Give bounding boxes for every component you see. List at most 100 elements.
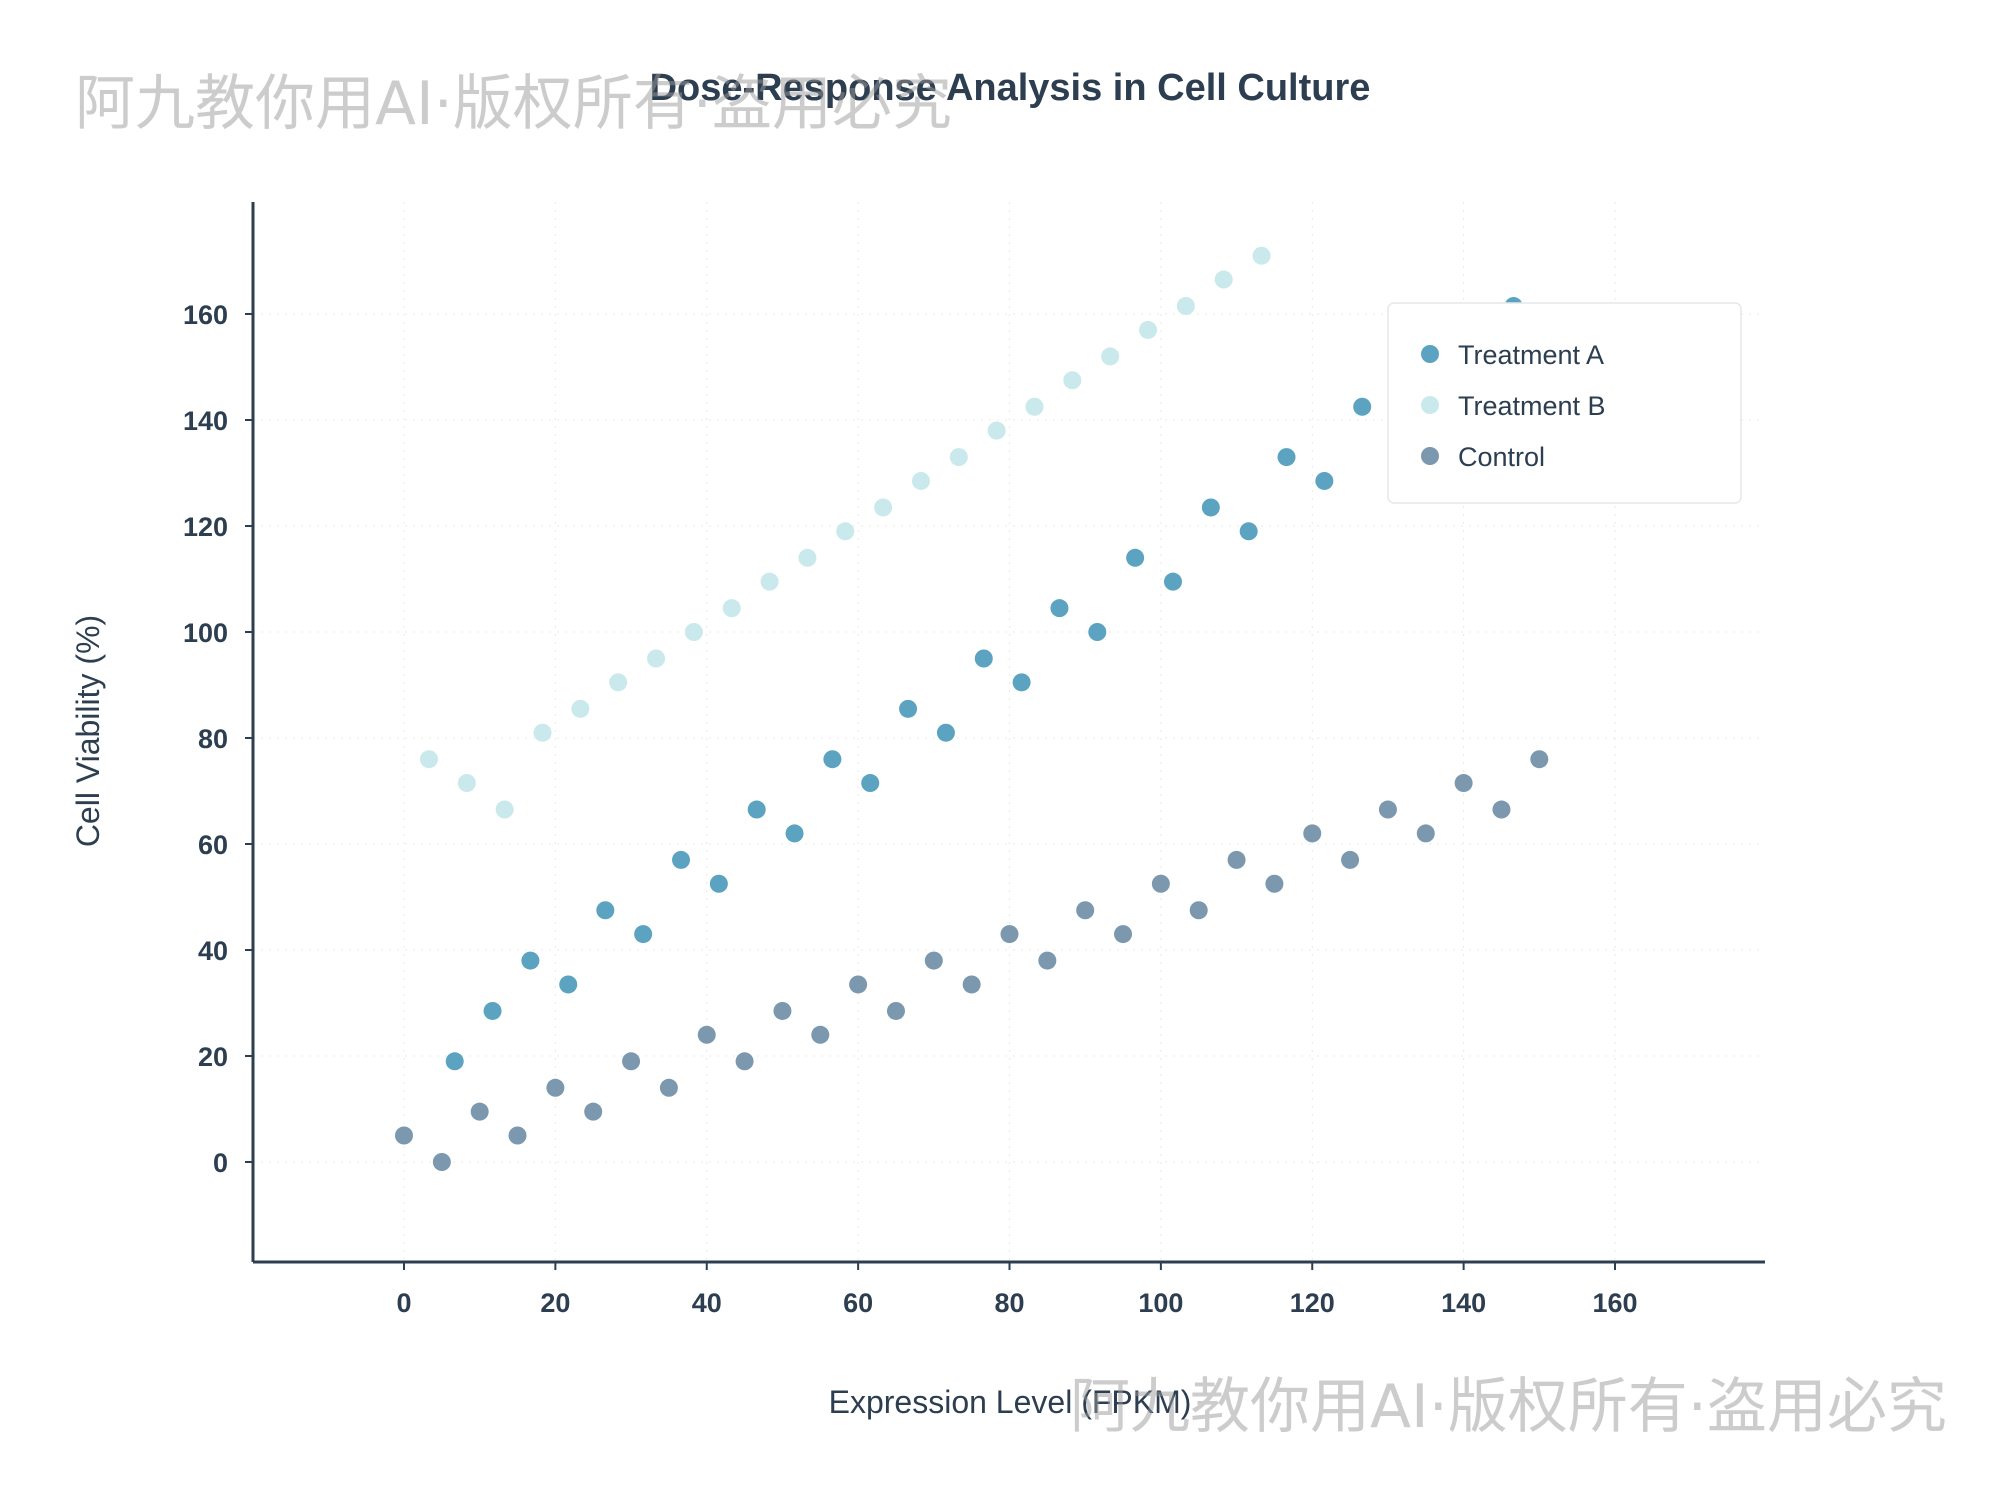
point-control [1416,824,1435,843]
point-treatment-a [785,824,804,843]
point-control [849,975,868,994]
y-tick-label: 120 [183,512,228,542]
point-treatment-b [571,699,590,718]
point-treatment-a [1201,498,1220,517]
point-treatment-a [1012,673,1031,692]
point-treatment-a [1315,471,1334,490]
x-tick-label: 20 [540,1288,570,1318]
point-control [432,1153,451,1171]
point-treatment-a [1277,448,1296,467]
point-control [1227,850,1246,869]
point-control [1265,874,1284,893]
point-control [697,1025,716,1044]
point-treatment-b [949,448,968,467]
x-tick-label: 160 [1592,1288,1637,1318]
point-treatment-b [798,548,817,567]
point-treatment-a [861,774,880,793]
point-treatment-a [899,699,918,718]
point-treatment-b [911,471,930,490]
point-control [1378,800,1397,819]
point-control [1114,925,1133,944]
point-treatment-a [1163,572,1182,591]
point-control [659,1078,678,1097]
point-control [811,1025,830,1044]
legend-marker-control [1421,447,1439,465]
point-treatment-a [823,750,842,769]
y-tick-label: 0 [213,1148,228,1178]
point-treatment-b [684,623,703,641]
point-treatment-a [1239,522,1258,541]
x-tick-label: 120 [1290,1288,1335,1318]
y-tick-label: 40 [198,936,228,966]
legend-marker-treatment-a [1421,345,1439,363]
x-tick-label: 140 [1441,1288,1486,1318]
point-treatment-b [1214,270,1233,289]
point-treatment-b [836,522,855,541]
point-control [1530,750,1549,769]
point-treatment-a [747,800,766,819]
point-treatment-b [495,800,514,819]
point-treatment-b [722,599,741,618]
point-control [924,951,943,970]
point-treatment-b [1252,246,1271,265]
point-control [886,1001,905,1020]
point-treatment-a [672,850,691,869]
y-tick-label: 140 [183,406,228,436]
point-treatment-a [559,975,578,994]
point-control [1076,901,1095,920]
point-treatment-b [533,723,552,742]
point-treatment-b [874,498,893,517]
point-control [470,1102,489,1121]
x-tick-label: 60 [843,1288,873,1318]
point-treatment-b [647,649,666,668]
chart-title: Dose-Response Analysis in Cell Culture [650,67,1371,109]
point-treatment-b [457,774,476,793]
point-treatment-b [1101,347,1120,366]
point-control [546,1078,565,1097]
y-tick-label: 100 [183,618,228,648]
y-tick-label: 80 [198,724,228,754]
point-treatment-a [974,649,993,668]
point-treatment-a [1353,397,1372,416]
y-axis-label: Cell Viability (%) [70,615,106,847]
x-tick-label: 0 [396,1288,411,1318]
axis-ticks: 0 20 40 60 80 100 120 140 160 0 20 40 60 80 100 120 140 1… [183,300,1638,1318]
point-treatment-a [1088,623,1107,641]
legend: Treatment A Treatment B Control [1387,302,1742,504]
point-control [622,1052,641,1071]
point-treatment-a [1126,548,1145,567]
point-control [1341,850,1360,869]
point-treatment-b [760,572,779,591]
legend-marker-treatment-b [1421,396,1439,414]
point-control [773,1001,792,1020]
point-control [1303,824,1322,843]
point-treatment-b [1063,371,1082,390]
y-tick-label: 160 [183,300,228,330]
series-treatment-a [445,297,1523,1071]
y-tick-label: 60 [198,830,228,860]
legend-box [1387,302,1742,504]
legend-label-treatment-b: Treatment B [1458,391,1606,421]
point-treatment-b [609,673,628,692]
point-treatment-a [634,925,653,944]
point-control [1454,774,1473,793]
legend-label-control: Control [1458,442,1545,472]
point-treatment-a [521,951,540,970]
point-control [395,1126,413,1145]
data-points [395,246,1549,1171]
x-tick-label: 80 [994,1288,1024,1318]
point-control [1038,951,1057,970]
point-treatment-a [936,723,955,742]
point-control [1189,901,1208,920]
point-treatment-a [483,1001,502,1020]
point-treatment-a [709,874,728,893]
x-tick-label: 100 [1138,1288,1183,1318]
point-treatment-a [596,901,615,920]
watermark-top: 阿九教你用AI·版权所有·盗用必究 [75,69,952,139]
point-control [1151,874,1170,893]
point-control [962,975,981,994]
point-treatment-b [1139,320,1158,339]
point-control [584,1102,603,1121]
